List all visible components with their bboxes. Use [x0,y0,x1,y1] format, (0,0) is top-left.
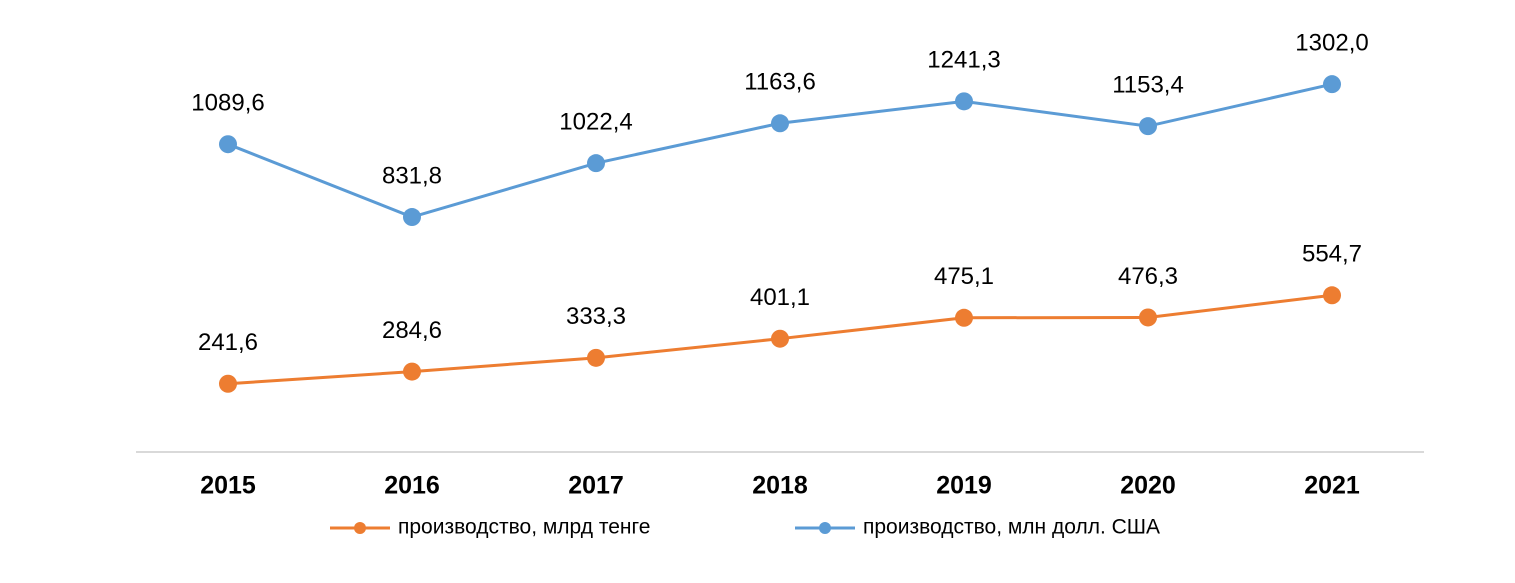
point [1139,308,1157,327]
data-label: 1302,0 [1295,30,1368,57]
point [955,308,973,327]
legend-label: производство, млрд тенге [398,516,650,539]
point [1323,286,1341,305]
data-label: 1241,3 [927,47,1000,74]
data-label: 1089,6 [191,90,264,117]
data-label: 333,3 [566,303,626,330]
x-tick-label: 2021 [1304,472,1360,500]
data-label: 476,3 [1118,263,1178,290]
data-label: 241,6 [198,329,258,356]
data-label: 1163,6 [744,69,816,96]
data-label: 284,6 [382,317,442,344]
x-tick-label: 2017 [568,472,624,500]
data-label: 401,1 [750,284,810,311]
x-tick-label: 2020 [1120,472,1176,500]
data-label: 1153,4 [1112,72,1184,99]
point [1139,117,1157,136]
x-tick-label: 2018 [752,472,808,500]
data-label: 1022,4 [559,109,632,136]
x-tick-label: 2019 [936,472,992,500]
point [1323,75,1341,94]
point [955,92,973,111]
point [219,135,237,154]
data-label: 831,8 [382,162,442,189]
point [219,374,237,393]
series-line [227,82,1333,219]
point [403,208,421,227]
point [587,154,605,173]
point [403,362,421,381]
data-label: 475,1 [934,263,994,290]
legend-marker [354,522,366,534]
point [587,348,605,367]
legend-label: производство, млн долл. США [863,516,1160,539]
data-label: 554,7 [1302,241,1362,268]
x-tick-label: 2015 [200,472,256,500]
legend-marker [819,522,831,534]
point [771,329,789,348]
x-tick-label: 2016 [384,472,440,500]
point [771,114,789,133]
